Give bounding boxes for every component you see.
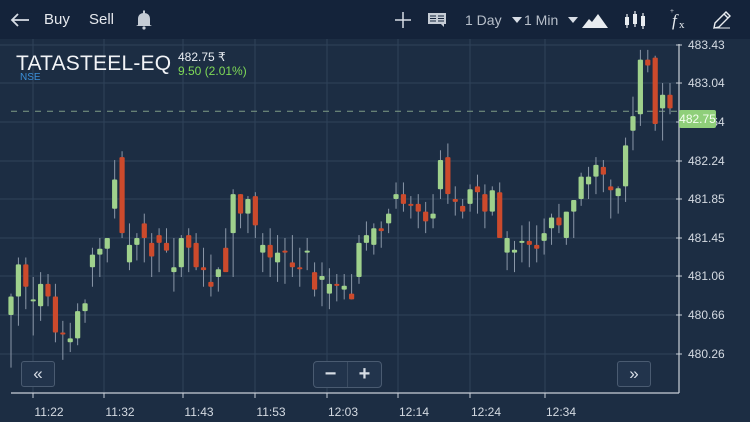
y-tick-label: 483.04 (688, 76, 725, 91)
last-price: 482.75 ₹ (178, 50, 226, 64)
exchange-label: NSE (20, 72, 41, 83)
buy-button[interactable]: Buy (44, 11, 70, 28)
x-tick-label: 12:34 (545, 405, 577, 419)
zoom-in-button[interactable]: + (358, 363, 371, 385)
crosshair-button[interactable] (394, 0, 412, 39)
candlestick-icon (625, 10, 645, 29)
x-tick-label: 12:24 (470, 405, 502, 419)
y-tick-label: 483.43 (688, 38, 725, 52)
instrument-symbol: TATASTEEL-EQ (16, 52, 172, 75)
current-price-tag: 482.75 (679, 110, 716, 128)
y-tick-label: 481.85 (688, 192, 725, 206)
zoom-controls: − + (313, 361, 382, 388)
y-tick-label: 481.06 (688, 269, 725, 284)
caret-down-icon (568, 16, 579, 23)
pencil-icon (713, 10, 731, 29)
range-label: 1 Day (465, 11, 502, 28)
x-tick-label: 12:03 (327, 405, 359, 419)
y-tick-label: 481.45 (688, 231, 725, 245)
scroll-left-button[interactable]: « (21, 361, 55, 387)
interval-dropdown[interactable]: 1 Min (524, 0, 579, 39)
price-change: 9.50 (2.01%) (178, 64, 247, 78)
alert-button[interactable] (135, 0, 153, 39)
y-tick-label: 480.26 (688, 347, 725, 361)
svg-text:x: x (679, 19, 685, 31)
x-tick-label: 11:43 (184, 405, 214, 419)
y-tick-label: 482.24 (688, 153, 725, 168)
scroll-right-button[interactable]: » (617, 361, 651, 387)
area-chart-button[interactable] (582, 0, 608, 39)
caret-down-icon (511, 16, 522, 23)
fx-icon: + f x (670, 9, 685, 31)
draw-button[interactable] (712, 0, 732, 39)
svg-text:+: + (670, 9, 674, 15)
indicators-button[interactable]: + f x (668, 0, 690, 39)
x-tick-label: 11:32 (105, 405, 135, 419)
bell-icon (136, 10, 152, 30)
interval-label: 1 Min (524, 11, 559, 28)
arrow-left-icon (10, 12, 29, 27)
plus-icon (395, 11, 411, 28)
back-button[interactable] (10, 0, 30, 39)
x-tick-label: 11:53 (256, 405, 286, 419)
sell-button[interactable]: Sell (89, 11, 115, 28)
news-button[interactable] (428, 0, 446, 39)
zoom-out-button[interactable]: − (324, 363, 337, 385)
zoom-divider (347, 362, 348, 387)
y-tick-label: 480.66 (688, 308, 725, 322)
x-tick-label: 11:22 (34, 405, 64, 419)
top-toolbar: Buy Sell 1 Day 1 Min (0, 0, 750, 39)
range-dropdown[interactable]: 1 Day (465, 0, 522, 39)
x-tick-label: 12:14 (398, 405, 430, 419)
news-icon (428, 12, 446, 27)
candlestick-chart-button[interactable] (624, 0, 646, 39)
svg-text:f: f (672, 11, 679, 30)
mountain-icon (582, 13, 608, 28)
